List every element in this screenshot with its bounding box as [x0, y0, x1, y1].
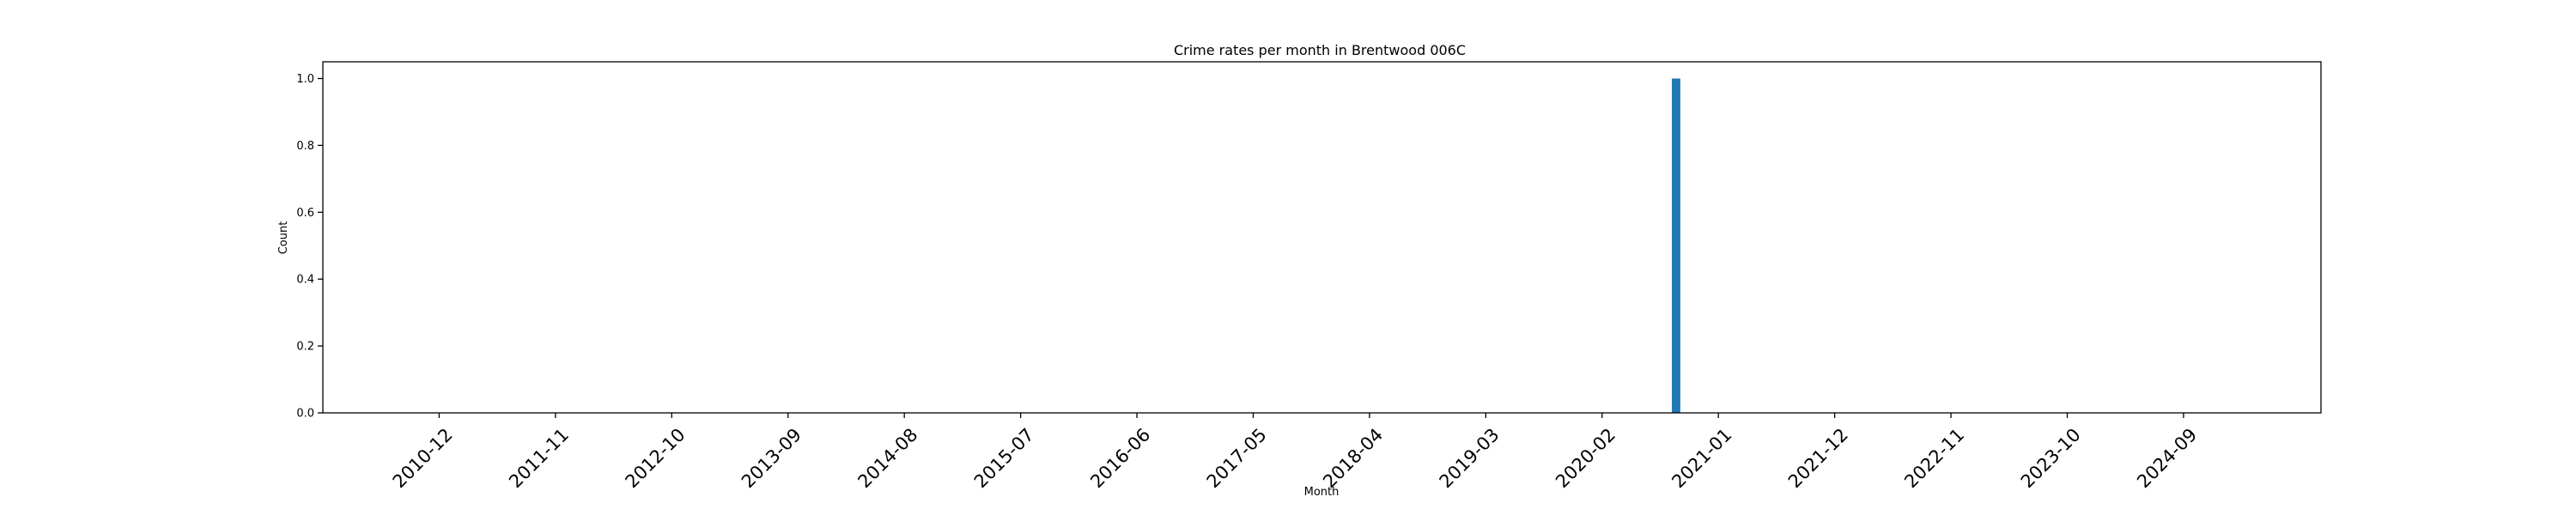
x-axis-label: Month: [1304, 486, 1340, 499]
y-tick-label: 0.4: [296, 274, 314, 287]
y-tick-label: 0.8: [296, 140, 314, 153]
x-tick-label: 2015-07: [970, 424, 1038, 492]
plot-frame: [322, 61, 2322, 414]
bar: [1672, 78, 1680, 413]
y-axis-label: Count: [277, 221, 290, 255]
x-tick-label: 2016-06: [1086, 424, 1154, 492]
x-tick-label: 2012-10: [622, 424, 690, 492]
x-tick-label: 2023-10: [2017, 424, 2085, 492]
x-tick-label: 2020-02: [1552, 424, 1619, 492]
x-tick-label: 2013-09: [738, 424, 805, 492]
y-tick-label: 1.0: [296, 73, 314, 86]
y-tick-label: 0.0: [296, 408, 314, 421]
x-tick-label: 2014-08: [854, 424, 921, 492]
x-tick-label: 2010-12: [389, 424, 457, 492]
x-tick-label: 2018-04: [1319, 424, 1387, 492]
chart-title: Crime rates per month in Brentwood 006C: [1174, 42, 1466, 58]
x-tick-label: 2017-05: [1203, 424, 1271, 492]
x-tick-label: 2022-11: [1900, 424, 1968, 492]
plot-area: 0.0 0.2 0.4 0.6 0.8 1.0 2010-12 2011-11 2012-10 2…: [296, 73, 2201, 492]
y-tick-label: 0.2: [296, 341, 314, 354]
y-tick-label: 0.6: [296, 207, 314, 220]
x-tick-label: 2021-12: [1784, 424, 1852, 492]
x-tick-label: 2011-11: [505, 424, 573, 492]
x-tick-label: 2021-01: [1668, 424, 1735, 492]
x-tick-label: 2024-09: [2133, 424, 2201, 492]
x-tick-label: 2019-03: [1436, 424, 1504, 492]
